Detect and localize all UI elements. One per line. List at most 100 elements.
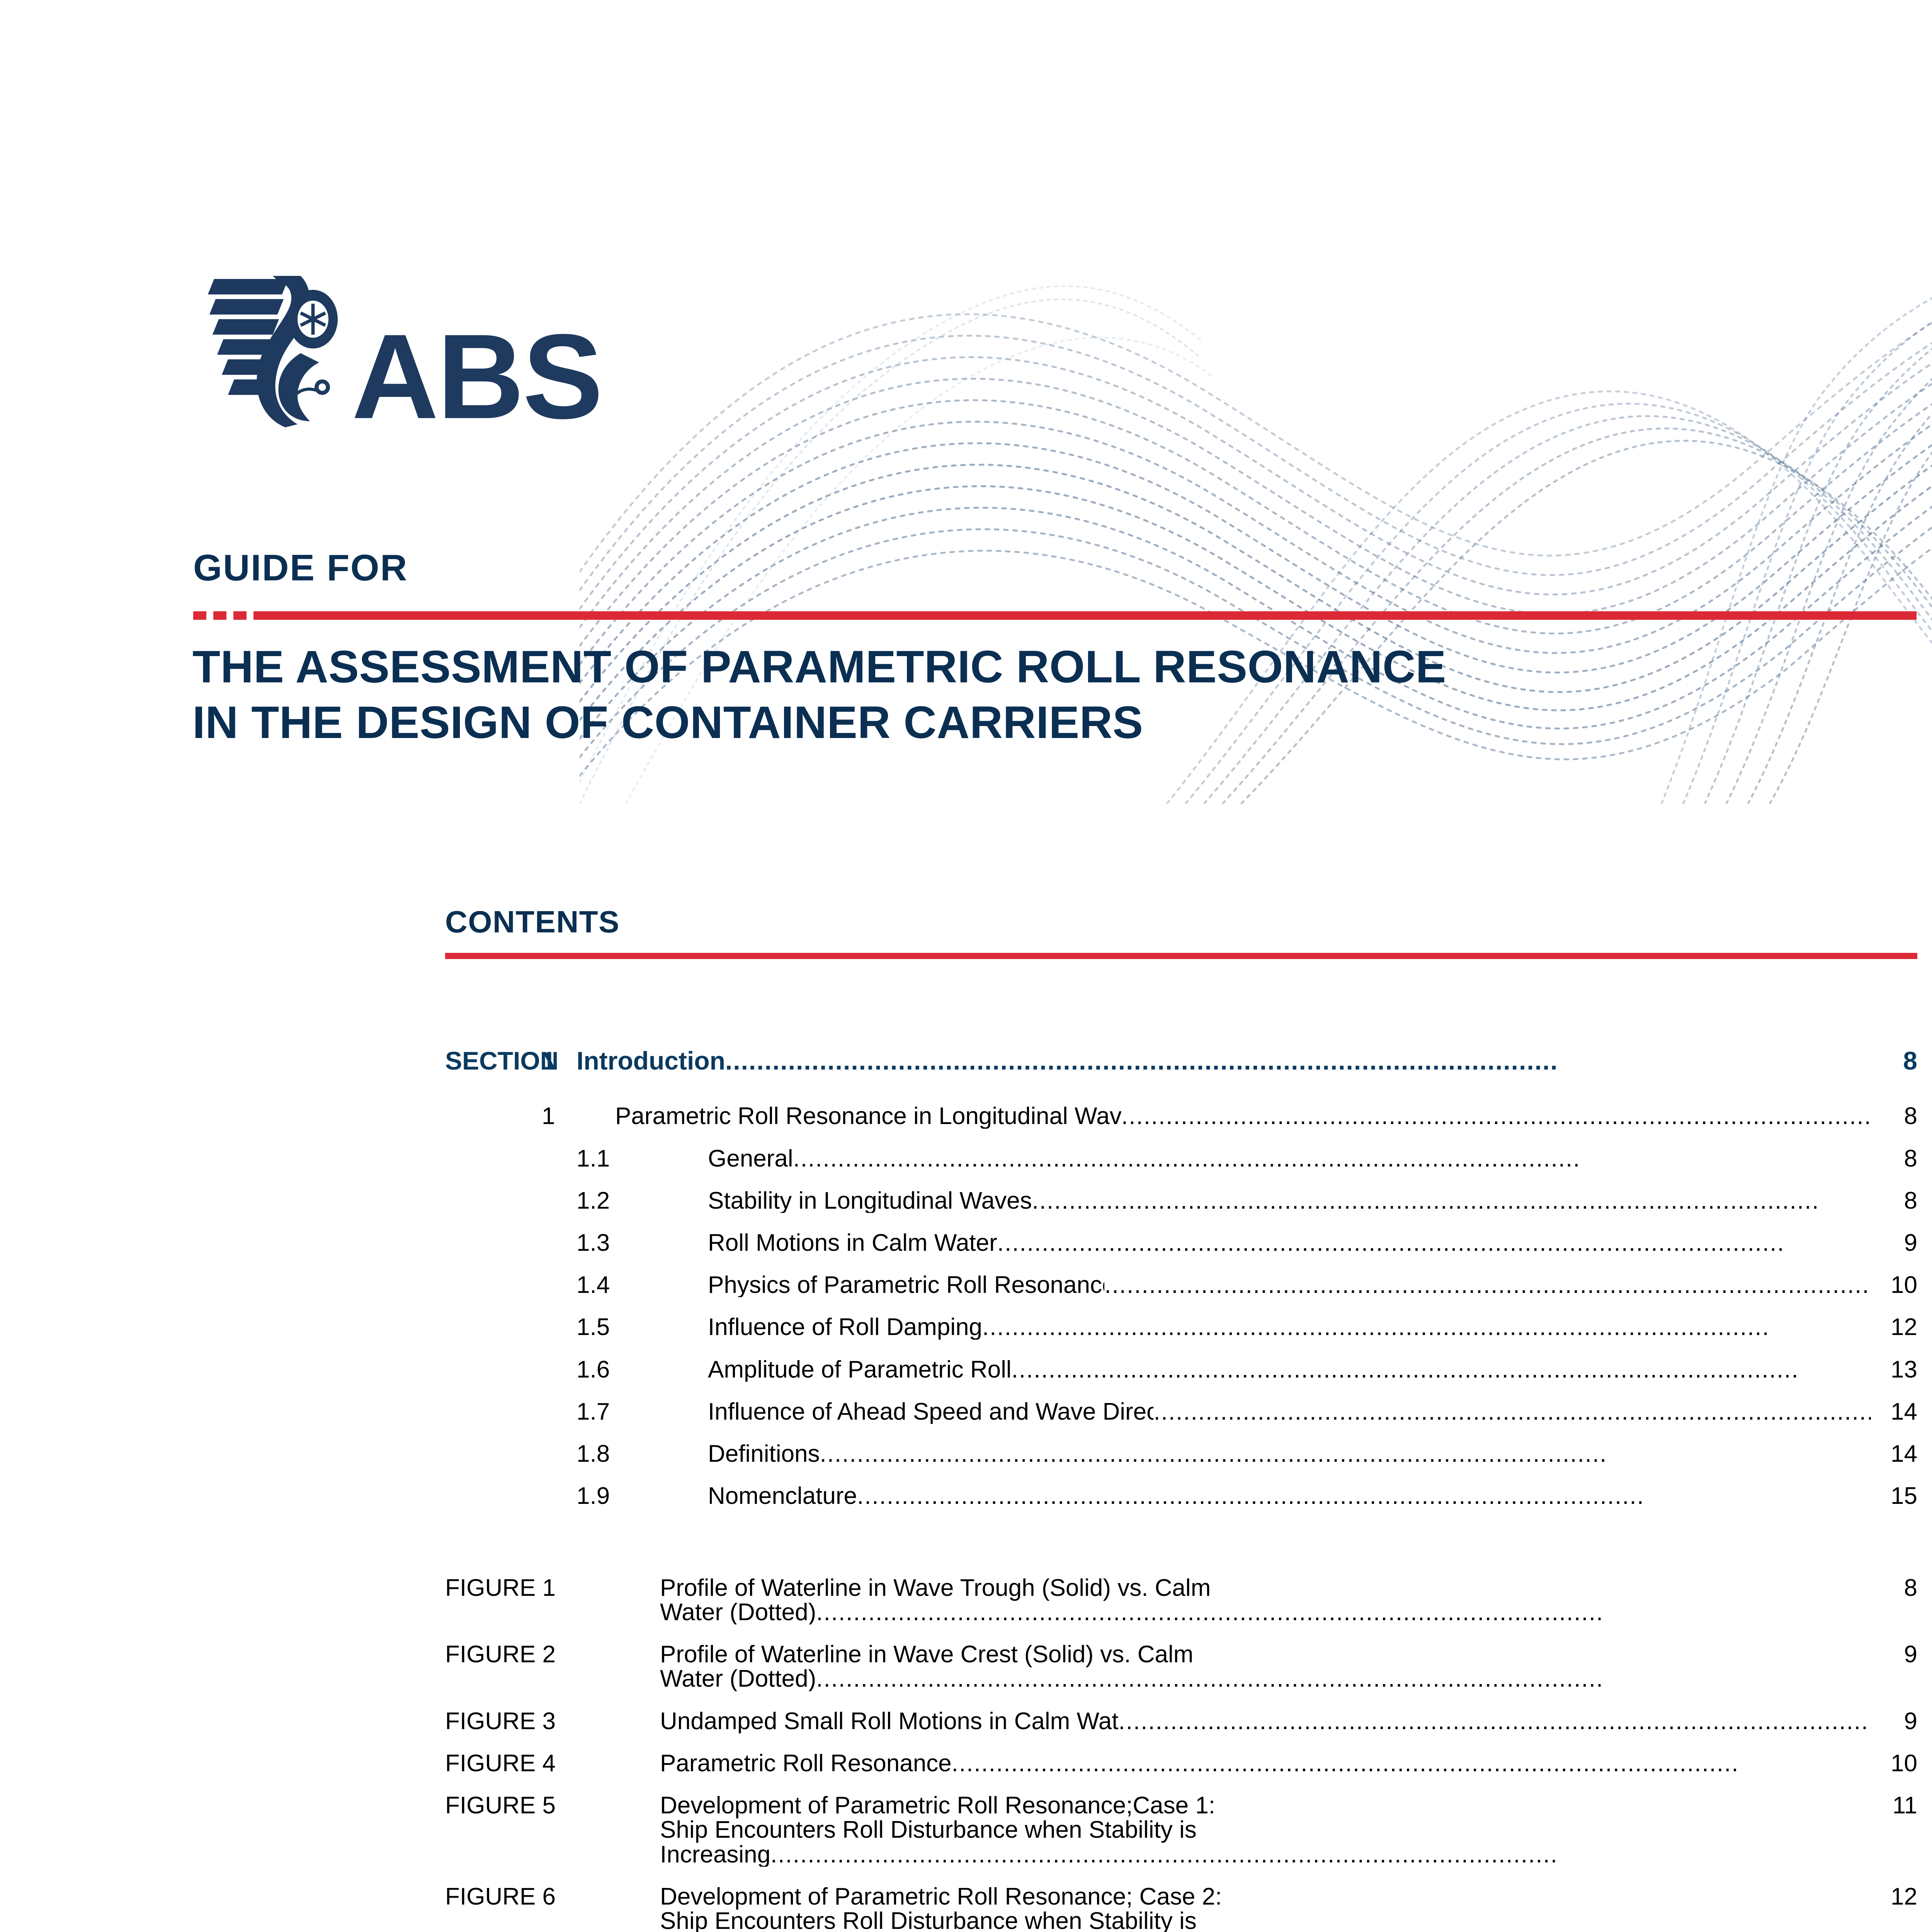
toc-figure-title-line-1: Profile of Waterline in Wave Crest (Soli… [660,1641,1194,1668]
toc-figure-page: 12 [1891,1883,1917,1910]
toc-figure-row[interactable]: FIGURE 4 Parametric Roll Resonance .....… [445,1751,1917,1776]
leader-dots: ........................................… [816,1600,1604,1625]
toc-figure-page: 8 [1904,1574,1917,1601]
rule-dash-2 [213,611,226,620]
toc-item-page: 8 [1904,1187,1917,1214]
toc-item-title: Amplitude of Parametric Roll [708,1357,1012,1382]
toc-item-number: 1.4 [577,1272,610,1299]
toc-figure-title-line-2: Increasing [660,1842,771,1867]
toc-item-title: Parametric Roll Resonance in Longitudina… [615,1104,1122,1129]
leader-dots: ........................................… [1104,1273,1871,1298]
toc-item-title: General [708,1146,793,1171]
abs-logo: ABS [205,267,668,444]
toc-row[interactable]: 1.4 Physics of Parametric Roll Resonance… [445,1273,1917,1297]
toc-item-page: 12 [1891,1314,1917,1341]
cover-accent-rule [193,609,1917,621]
toc-row[interactable]: 1.6 Amplitude of Parametric Roll .......… [445,1356,1917,1383]
toc-item-number: 1.6 [577,1356,610,1383]
toc-figure-row[interactable]: FIGURE 6 Development of Parametric Roll … [445,1884,1917,1932]
toc-row[interactable]: 1.2 Stability in Longitudinal Waves ....… [445,1189,1917,1213]
leader-dots: ........................................… [770,1842,1558,1867]
toc-figure-label: FIGURE 6 [445,1883,556,1910]
toc-figure-title-line-1b: Ship Encounters Roll Disturbance when St… [660,1816,1197,1844]
toc-figure-row[interactable]: FIGURE 2 Profile of Waterline in Wave Cr… [445,1642,1917,1691]
leader-dots: ........................................… [1011,1357,1799,1382]
toc-item-number: 1.5 [577,1314,610,1341]
toc-row[interactable]: 1.3 Roll Motions in Calm Water .........… [445,1231,1917,1255]
toc-section-label: SECTION [445,1046,559,1075]
toc-figure-title-line-1: Profile of Waterline in Wave Trough (Sol… [660,1574,1211,1601]
cover-title: THE ASSESSMENT OF PARAMETRIC ROLL RESONA… [192,639,1932,751]
decorative-wave-artwork [580,285,1932,804]
toc-figure-label: FIGURE 5 [445,1792,556,1819]
rule-dash-3 [233,611,247,620]
toc-item-title: Stability in Longitudinal Waves [708,1188,1032,1213]
toc-row[interactable]: 1.5 Influence of Roll Damping ..........… [445,1315,1917,1339]
toc-figure-page: 9 [1904,1708,1917,1735]
toc-figure-title-line-2: Parametric Roll Resonance [660,1751,952,1776]
toc-figure-row[interactable]: FIGURE 1 Profile of Waterline in Wave Tr… [445,1574,1917,1625]
toc-figure-row[interactable]: FIGURE 5 Development of Parametric Roll … [445,1793,1917,1867]
toc-item-page: 10 [1891,1272,1917,1299]
leader-dots: ........................................… [820,1442,1607,1466]
toc-section-number: 1 [542,1046,556,1075]
toc-figure-title-line-2: Water (Dotted) [660,1600,816,1625]
contents-heading: CONTENTS [445,905,620,939]
leader-dots: ........................................… [1032,1188,1820,1213]
rule-bar [253,611,1917,620]
leader-dots: ........................................… [725,1048,1558,1074]
cover-eyebrow: GUIDE FOR [193,547,408,588]
figures-gap [445,1526,1917,1576]
toc-item-title: Nomenclature [708,1484,857,1509]
leader-dots: ........................................… [857,1484,1645,1509]
svg-text:ABS: ABS [352,310,602,437]
leader-dots: ........................................… [1118,1709,1871,1733]
toc-item-title: Influence of Roll Damping [708,1315,982,1340]
toc-item-title: Definitions [708,1442,820,1466]
toc-item-page: 8 [1904,1145,1917,1172]
toc-row[interactable]: 1.7 Influence of Ahead Speed and Wave Di… [445,1400,1917,1424]
toc-item-number: 1 [542,1103,555,1130]
toc-figure-label: FIGURE 3 [445,1708,556,1735]
toc-row[interactable]: 1.8 Definitions ........................… [445,1442,1917,1466]
abs-logo-icon: ABS [208,276,603,444]
toc-item-page: 13 [1891,1356,1917,1383]
toc-item-page: 8 [1904,1103,1917,1130]
toc-figure-row[interactable]: FIGURE 3 Undamped Small Roll Motions in … [445,1709,1917,1733]
toc-item-number: 1.8 [577,1440,610,1468]
toc-item-page: 9 [1904,1230,1917,1257]
toc-item-number: 1.1 [577,1145,610,1172]
rule-dash-1 [193,611,206,620]
toc-item-number: 1.9 [577,1483,610,1510]
toc-item-page: 14 [1891,1440,1917,1468]
toc-row[interactable]: 1.9 Nomenclature .......................… [445,1484,1917,1508]
leader-dots: ........................................… [793,1146,1581,1171]
leader-dots: ........................................… [997,1231,1785,1255]
cover-title-line-2: IN THE DESIGN OF CONTAINER CARRIERS [192,697,1143,748]
leader-dots: ........................................… [982,1315,1770,1340]
toc-row[interactable]: 1 Parametric Roll Resonance in Longitudi… [445,1104,1917,1128]
toc-item-page: 15 [1891,1483,1917,1510]
leader-dots: ........................................… [951,1751,1739,1776]
toc-item-number: 1.2 [577,1187,610,1214]
toc-figure-label: FIGURE 2 [445,1641,556,1668]
toc-figure-title-line-1: Development of Parametric Roll Resonance… [660,1883,1222,1910]
toc-item-number: 1.7 [577,1398,610,1425]
toc-row[interactable]: 1.1 General ............................… [445,1145,1917,1172]
leader-dots: ........................................… [816,1667,1604,1691]
toc-item-page: 14 [1891,1398,1917,1425]
toc-figure-title-line-2: Water (Dotted) [660,1667,816,1691]
toc-figure-label: FIGURE 4 [445,1750,556,1777]
cover-banner: ABS GUIDE FOR THE ASSESSMENT OF PARAMETR… [0,0,1932,842]
toc-item-title: Physics of Parametric Roll Resonance [708,1273,1105,1298]
toc-figure-label: FIGURE 1 [445,1574,556,1601]
toc-item-title: Influence of Ahead Speed and Wave Direct… [708,1399,1154,1424]
toc-section-page: 8 [1903,1046,1917,1075]
toc-figure-page: 10 [1891,1750,1917,1777]
cover-title-line-1: THE ASSESSMENT OF PARAMETRIC ROLL RESONA… [192,641,1446,692]
leader-dots: ........................................… [1121,1104,1871,1129]
toc-section-row[interactable]: SECTION 1 Introduction .................… [445,1048,1917,1074]
toc-figure-page: 9 [1904,1641,1917,1668]
table-of-contents: SECTION 1 Introduction .................… [445,1048,1917,1932]
